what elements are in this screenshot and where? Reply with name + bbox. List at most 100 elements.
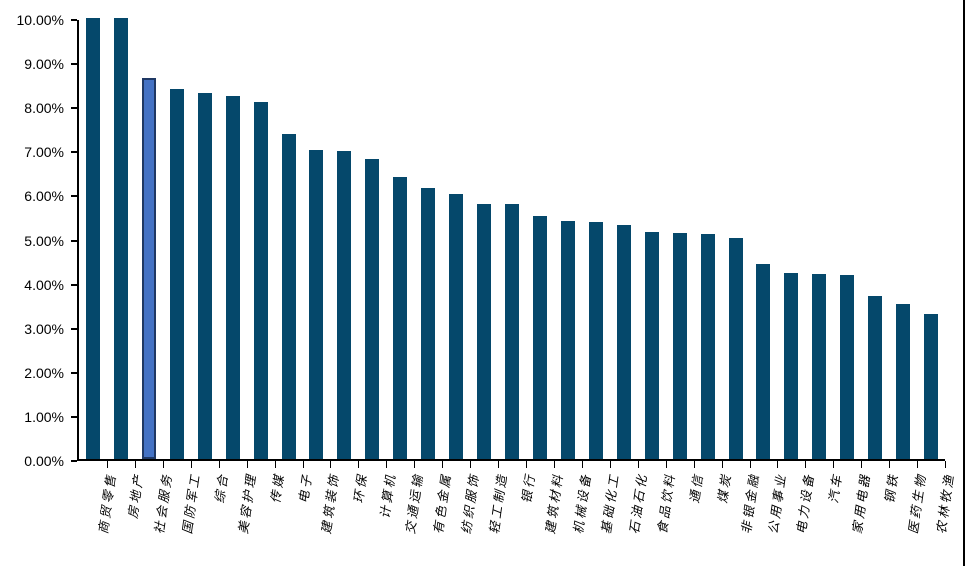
- x-axis-tick: [330, 461, 332, 468]
- x-axis-label: 公用事业: [766, 471, 790, 535]
- x-axis-label: 房地产: [126, 471, 147, 520]
- bar: [505, 204, 520, 459]
- x-axis-tick: [889, 461, 891, 468]
- x-axis-label: 计算机: [377, 471, 399, 520]
- bar-slot: 煤炭: [694, 20, 733, 504]
- x-axis-label: 环保: [352, 471, 371, 505]
- bar-slot: 家用电器: [833, 20, 873, 535]
- x-axis-label: 煤炭: [715, 471, 734, 505]
- x-axis-label: 汽车: [826, 471, 846, 505]
- x-axis-label: 通信: [687, 471, 706, 505]
- x-axis-label: 家用电器: [850, 471, 874, 535]
- bar: [113, 18, 128, 459]
- bar: [197, 92, 212, 459]
- x-axis-tick: [358, 461, 360, 468]
- x-axis-tick: [917, 461, 919, 468]
- x-axis-label: 建筑材料: [543, 471, 566, 535]
- x-axis-label: 电力设备: [794, 471, 818, 535]
- x-axis-tick: [470, 461, 472, 468]
- bar-slot: 基础化工: [582, 20, 622, 535]
- y-axis-label: 5.00%: [24, 232, 64, 249]
- bar: [784, 273, 799, 459]
- x-axis-label: 交通运输: [403, 471, 427, 535]
- x-axis-label: 石油石化: [627, 471, 650, 535]
- x-axis-tick: [442, 461, 444, 468]
- bar: [924, 314, 939, 459]
- bar-slot: 计算机: [358, 20, 398, 520]
- bar: [728, 238, 743, 459]
- bar-slot: 食品饮料: [638, 20, 678, 535]
- x-axis-label: 钢铁: [882, 471, 902, 505]
- y-axis-label: 8.00%: [24, 100, 64, 117]
- x-axis-label: 纺织服饰: [459, 471, 482, 535]
- bar-slot: 医药生物: [889, 20, 929, 535]
- bar: [169, 89, 184, 459]
- x-axis-label: 综合: [212, 471, 231, 505]
- x-axis-label: 银行: [519, 471, 538, 505]
- bar-slot: 钢铁: [861, 20, 901, 504]
- x-axis-label: 国防军工: [180, 471, 203, 535]
- y-axis-label: 2.00%: [24, 364, 64, 381]
- x-axis-tick: [721, 461, 723, 468]
- bar-slot: 公用事业: [750, 20, 789, 535]
- bar: [449, 193, 464, 459]
- x-axis-tick: [833, 461, 835, 468]
- y-axis-label: 1.00%: [24, 408, 64, 425]
- x-axis-label: 农林牧渔: [934, 471, 957, 535]
- bar: [560, 220, 575, 459]
- bar: [365, 158, 380, 459]
- x-axis-label: 电子: [296, 471, 315, 505]
- y-axis-tick: [71, 19, 77, 21]
- y-axis-label: 3.00%: [24, 320, 64, 337]
- bar-slot: 综合: [191, 20, 231, 504]
- bar-slot: 有色金属: [414, 20, 454, 535]
- bar: [309, 150, 324, 459]
- bar: [700, 234, 715, 459]
- bar: [812, 273, 827, 459]
- bar: [281, 133, 296, 459]
- bar: [253, 101, 268, 459]
- x-axis-tick: [190, 461, 192, 468]
- bar-slot: 环保: [330, 20, 370, 504]
- x-axis-tick: [777, 461, 779, 468]
- bar-slot: 纺织服饰: [442, 20, 482, 535]
- plot-area: 商贸零售 房地产 社会服务 国防军工 综合 美容护理 传媒 电子 建筑装饰 环保 计算机 交通运输 有色…: [17, 12, 957, 535]
- x-axis-tick: [414, 461, 416, 468]
- x-axis-label: 有色金属: [431, 471, 455, 535]
- bar-slot: 商贸零售: [79, 18, 119, 535]
- y-axis-label: 0.00%: [24, 453, 64, 469]
- x-axis-tick: [386, 461, 388, 468]
- bars-container: 商贸零售 房地产 社会服务 国防军工 综合 美容护理 传媒 电子 建筑装饰 环保 计算机 交通运输 有色…: [79, 18, 957, 535]
- x-axis-tick: [526, 461, 527, 468]
- bar: [225, 96, 240, 459]
- x-axis-tick: [693, 461, 695, 468]
- x-axis-tick: [274, 461, 276, 468]
- y-axis-tick: [71, 63, 77, 66]
- bar: [421, 187, 436, 459]
- bar: [477, 203, 492, 459]
- bar-slot: 社会服务: [135, 20, 175, 535]
- x-axis-label: 商贸零售: [96, 471, 119, 535]
- x-axis-label: 食品饮料: [655, 471, 678, 535]
- y-axis-label: 7.00%: [24, 144, 64, 161]
- bar-slot: 美容护理: [219, 20, 258, 535]
- x-axis-label: 建筑装饰: [319, 471, 343, 535]
- bar-slot: 通信: [666, 20, 705, 504]
- x-axis-label: 机械设备: [571, 471, 594, 535]
- x-axis-tick: [749, 461, 751, 468]
- x-axis-tick: [637, 461, 639, 468]
- y-axis-label: 4.00%: [24, 276, 64, 293]
- bar-slot: 建筑装饰: [303, 20, 342, 535]
- x-axis-tick: [106, 461, 108, 468]
- bar: [868, 295, 883, 459]
- bar-slot: 国防军工: [163, 20, 203, 535]
- y-axis-label: 10.00%: [16, 12, 64, 28]
- x-axis-tick: [665, 461, 667, 468]
- x-axis-label: 非银金融: [738, 471, 762, 535]
- x-axis-label: 轻工制造: [487, 471, 510, 535]
- bar: [588, 222, 603, 459]
- x-axis-tick: [498, 461, 500, 468]
- x-axis-label: 医药生物: [906, 471, 929, 535]
- bar-slot: 电子: [275, 20, 314, 504]
- y-axis-label: 9.00%: [24, 56, 64, 73]
